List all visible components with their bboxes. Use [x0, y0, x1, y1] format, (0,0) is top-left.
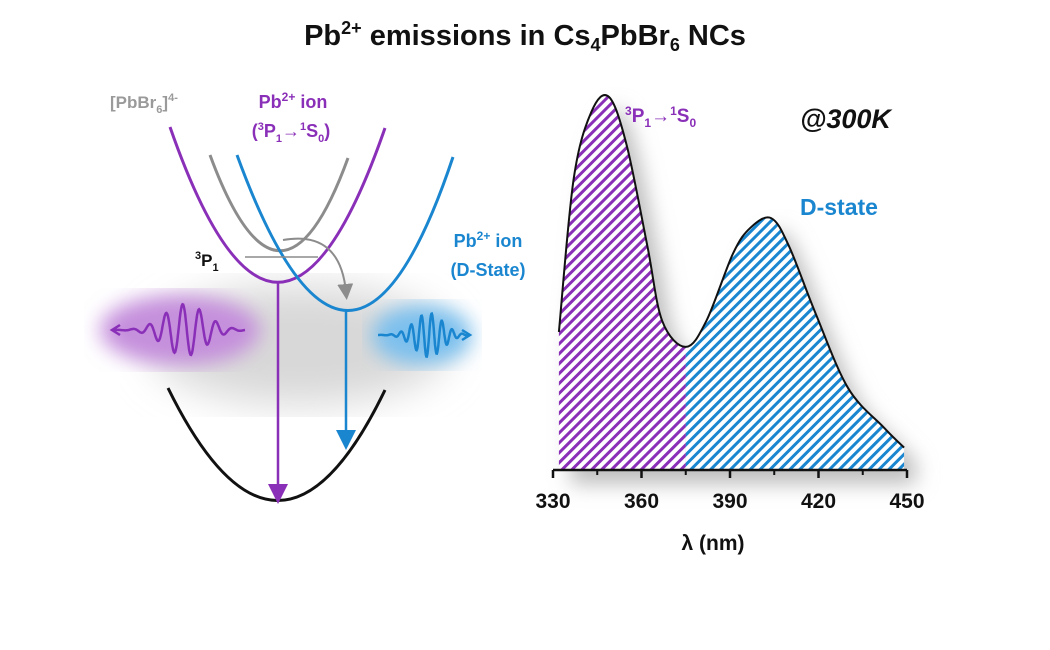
- x-tick-label: 330: [535, 490, 570, 513]
- temperature-label: @300K: [800, 104, 893, 134]
- x-tick-label: 390: [712, 490, 747, 513]
- pb-ion-blue-state: (D-State): [451, 260, 526, 280]
- peak1-label: 3P1→1S0: [625, 104, 696, 130]
- level-label: 3P1: [195, 250, 219, 274]
- energy-diagram: [PbBr6]4- Pb2+ ion (3P1→1S0) Pb2+ ion (D…: [100, 90, 526, 504]
- relaxation-arrow: [282, 237, 354, 300]
- pb-ion-blue-label: Pb2+ ion: [454, 229, 523, 251]
- x-tick-label: 360: [624, 490, 659, 513]
- blue-excited-curve: [235, 154, 455, 312]
- emission-spectrum-chart: 330 360 390 420 450 λ (nm) 3P1→1S0 @300K D-s…: [535, 94, 925, 555]
- purple-excited-curve: [168, 126, 387, 284]
- purple-photon-wave-icon: [109, 302, 246, 357]
- pb-ion-purple-label: Pb2+ ion: [259, 90, 328, 112]
- area-3p1-1s0: [558, 95, 686, 470]
- pb-ion-purple-transition: (3P1→1S0): [252, 121, 331, 145]
- pbbr6-label: [PbBr6]4-: [110, 92, 178, 116]
- blue-glow: [372, 305, 472, 365]
- blue-photon-wave-icon: [378, 311, 473, 359]
- spectrum-curve: [557, 94, 905, 449]
- x-tick-label: 450: [889, 490, 924, 513]
- x-tick-label: 420: [801, 490, 836, 513]
- figure-title: Pb2+ emissions in Cs4PbBr6 NCs: [304, 18, 746, 55]
- pbbr6-curve: [208, 154, 350, 253]
- area-d-state: [685, 217, 905, 470]
- purple-glow: [100, 295, 260, 365]
- ground-state-curve: [166, 387, 387, 502]
- peak2-label: D-state: [800, 194, 878, 220]
- x-axis-label: λ (nm): [682, 532, 745, 555]
